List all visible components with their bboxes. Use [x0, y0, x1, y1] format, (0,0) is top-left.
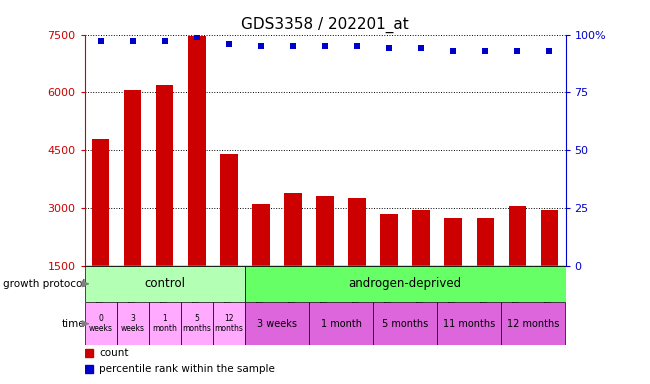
Bar [437, 302, 501, 346]
Bar [92, 139, 109, 266]
Text: 11 months: 11 months [443, 319, 495, 329]
Text: 3 weeks: 3 weeks [257, 319, 297, 329]
Text: 1
month: 1 month [152, 314, 177, 333]
Bar [316, 197, 334, 266]
Bar [213, 302, 245, 346]
Bar [188, 36, 205, 266]
Text: growth protocol: growth protocol [3, 279, 85, 289]
Point [288, 43, 298, 49]
Bar [508, 206, 526, 266]
Text: count: count [99, 348, 129, 358]
Bar [476, 218, 494, 266]
Bar [84, 302, 116, 346]
Bar [84, 266, 245, 302]
Bar [373, 302, 437, 346]
Point [416, 45, 426, 51]
Text: 0
weeks: 0 weeks [88, 314, 112, 333]
Bar [541, 210, 558, 266]
Point [127, 38, 138, 45]
Point [192, 34, 202, 40]
Point [159, 38, 170, 45]
Text: 5 months: 5 months [382, 319, 428, 329]
Point [448, 48, 458, 54]
Bar [501, 302, 566, 346]
Point [96, 38, 106, 45]
Bar [348, 199, 366, 266]
Point [512, 48, 523, 54]
Point [224, 41, 234, 47]
Bar [220, 154, 238, 266]
Bar [124, 91, 142, 266]
Bar [252, 204, 270, 266]
Bar [445, 218, 462, 266]
Bar [245, 302, 309, 346]
Bar [156, 84, 174, 266]
Bar [309, 302, 373, 346]
Bar [284, 193, 302, 266]
Text: androgen-deprived: androgen-deprived [348, 277, 462, 290]
Point [352, 43, 362, 49]
Text: 12
months: 12 months [214, 314, 243, 333]
Text: 1 month: 1 month [320, 319, 361, 329]
Point [384, 45, 395, 51]
Point [480, 48, 491, 54]
Text: percentile rank within the sample: percentile rank within the sample [99, 364, 275, 374]
Text: 5
months: 5 months [182, 314, 211, 333]
Text: time: time [62, 319, 85, 329]
Bar [181, 302, 213, 346]
Point [320, 43, 330, 49]
Text: 3
weeks: 3 weeks [121, 314, 144, 333]
Bar [380, 214, 398, 266]
Bar [412, 210, 430, 266]
Bar [116, 302, 149, 346]
Title: GDS3358 / 202201_at: GDS3358 / 202201_at [241, 17, 409, 33]
Point [255, 43, 266, 49]
Text: control: control [144, 277, 185, 290]
Bar [245, 266, 566, 302]
Text: 12 months: 12 months [507, 319, 560, 329]
Point [544, 48, 554, 54]
Bar [149, 302, 181, 346]
